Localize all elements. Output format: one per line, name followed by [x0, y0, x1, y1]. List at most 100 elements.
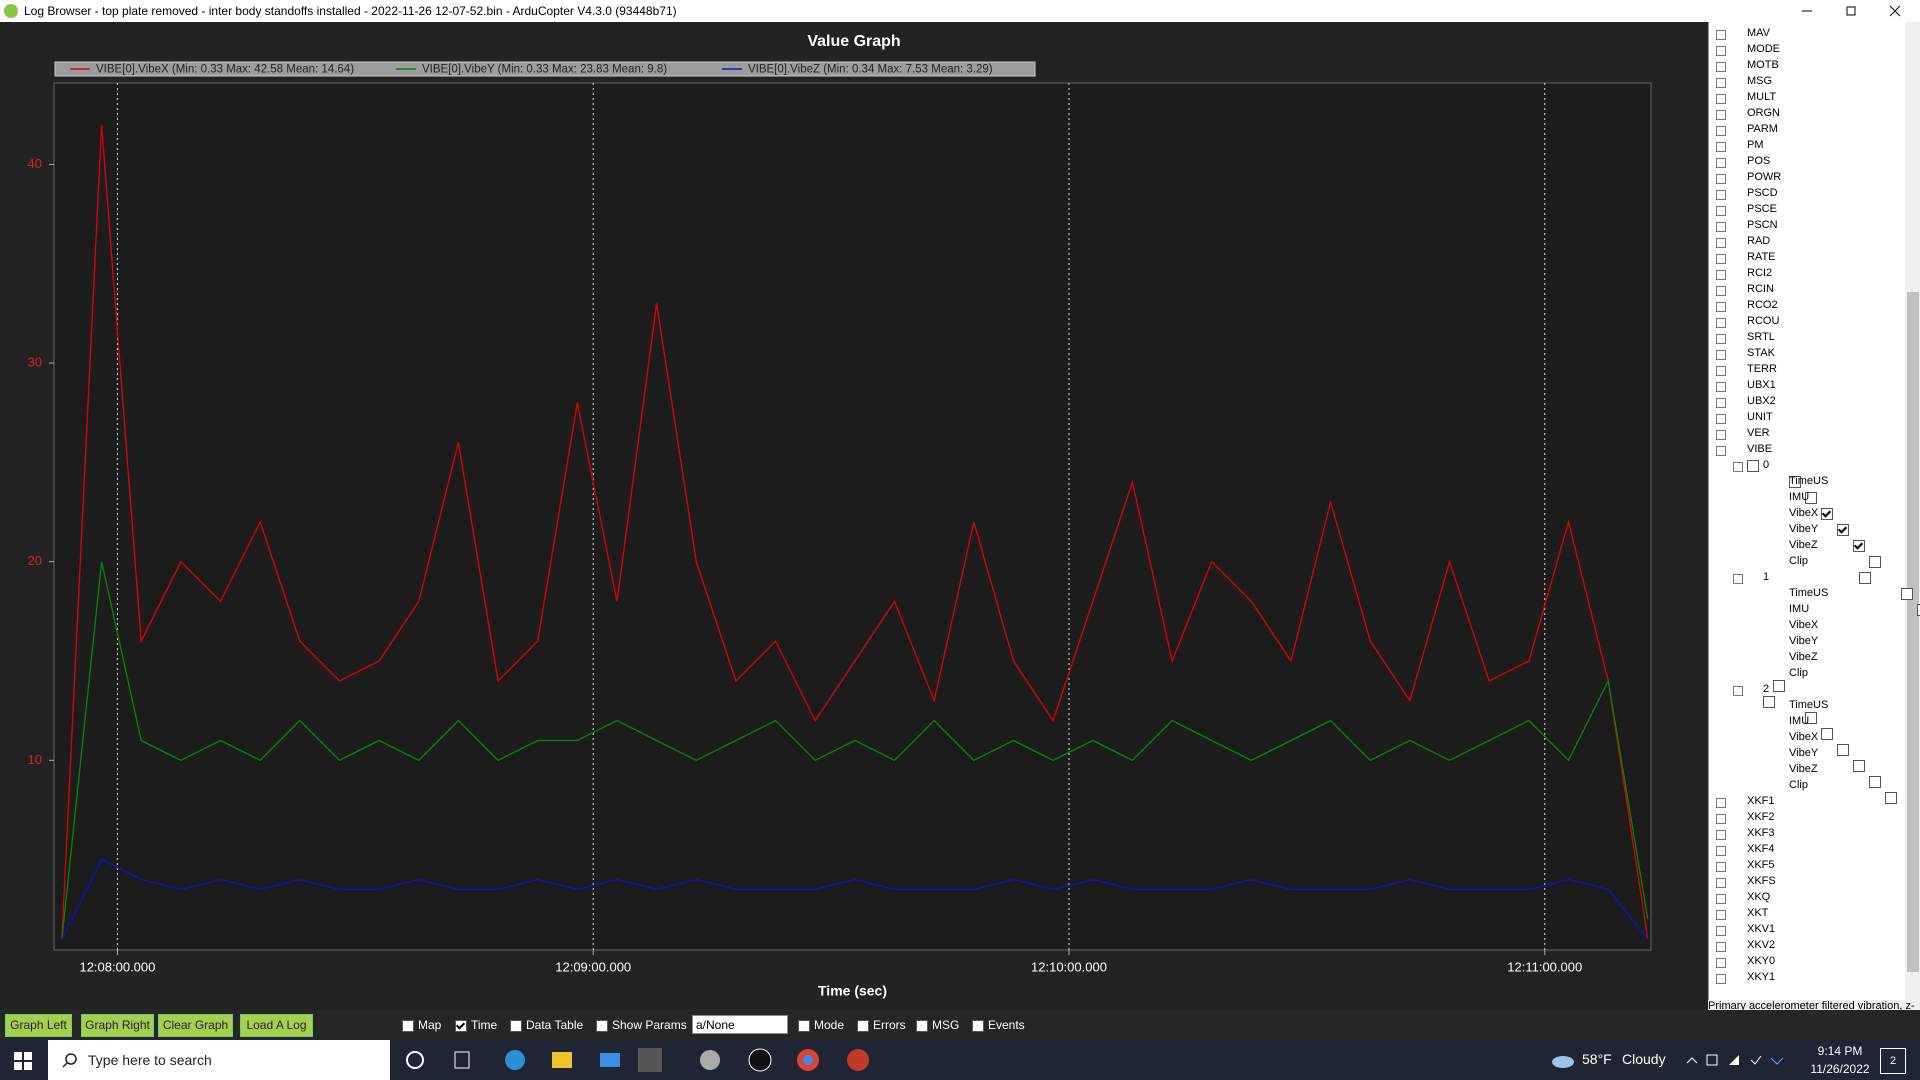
tree-label[interactable]: VibeY — [1789, 635, 1819, 647]
tree-label[interactable]: XKFS — [1747, 875, 1776, 887]
tree-label[interactable]: XKF3 — [1747, 827, 1775, 839]
tree-label[interactable]: IMU — [1789, 491, 1810, 503]
expander[interactable] — [1716, 798, 1726, 808]
tree-label[interactable]: TimeUS — [1789, 699, 1829, 711]
expander[interactable] — [1716, 366, 1726, 376]
tree-label[interactable]: VIBE — [1747, 443, 1773, 455]
option[interactable]: Data Table — [510, 1018, 583, 1032]
checkbox[interactable] — [1837, 524, 1849, 537]
tree-label[interactable]: XKY0 — [1747, 955, 1776, 967]
tree-label[interactable]: RCI2 — [1747, 267, 1773, 279]
button[interactable]: Graph Right — [81, 1014, 154, 1037]
expander[interactable] — [1733, 686, 1743, 696]
option[interactable]: Show Params — [596, 1018, 687, 1032]
tree-label[interactable]: XKV2 — [1747, 939, 1776, 951]
checkbox[interactable] — [1805, 492, 1817, 505]
expander[interactable] — [1733, 462, 1743, 472]
tree-label[interactable]: UBX1 — [1747, 379, 1776, 391]
expander[interactable] — [1716, 94, 1726, 104]
expander[interactable] — [1716, 190, 1726, 200]
tree-label[interactable]: UBX2 — [1747, 395, 1776, 407]
expander[interactable] — [1716, 414, 1726, 424]
tree-label[interactable]: MULT — [1747, 91, 1777, 103]
tree-label[interactable]: Clip — [1789, 667, 1808, 679]
expander[interactable] — [1716, 46, 1726, 56]
checkbox[interactable] — [1869, 776, 1881, 789]
expander[interactable] — [1716, 318, 1726, 328]
checkbox[interactable] — [1859, 572, 1871, 585]
dropdown[interactable]: a/None — [692, 1015, 788, 1034]
option[interactable]: Map — [402, 1018, 441, 1032]
tree-label[interactable]: SRTL — [1747, 331, 1775, 343]
expander[interactable] — [1716, 382, 1726, 392]
expander[interactable] — [1716, 398, 1726, 408]
expander[interactable] — [1716, 430, 1726, 440]
checkbox[interactable] — [1853, 540, 1865, 553]
tree-label[interactable]: XKY1 — [1747, 971, 1776, 983]
tree-label[interactable]: VibeZ — [1789, 539, 1818, 551]
expander[interactable] — [1716, 830, 1726, 840]
checkbox[interactable] — [1747, 460, 1759, 473]
checkbox[interactable] — [1805, 712, 1817, 725]
checkbox[interactable] — [1789, 476, 1801, 489]
expander[interactable] — [1716, 238, 1726, 248]
checkbox[interactable] — [1773, 680, 1785, 693]
expander[interactable] — [1716, 78, 1726, 88]
button[interactable]: Load A Log — [240, 1014, 313, 1037]
tree-label[interactable]: POWR — [1747, 171, 1782, 183]
checkbox[interactable] — [1869, 556, 1881, 569]
tree-label[interactable]: PSCD — [1747, 187, 1778, 199]
expander[interactable] — [1716, 926, 1726, 936]
tree-label[interactable]: VER — [1747, 427, 1770, 439]
tree-label[interactable]: XKF5 — [1747, 859, 1775, 871]
field-tree[interactable]: MAV MODE MOTB MSG MULT ORGN PARM PM POS POWR PSCD P… — [1708, 22, 1920, 1000]
tree-label[interactable]: XKF2 — [1747, 811, 1775, 823]
expander[interactable] — [1716, 30, 1726, 40]
tree-label[interactable]: MAV — [1747, 27, 1771, 39]
tree-label[interactable]: PARM — [1747, 123, 1778, 135]
option[interactable]: Events — [972, 1018, 1025, 1032]
tree-label[interactable]: MSG — [1747, 75, 1773, 87]
tree-label[interactable]: VibeY — [1789, 523, 1819, 535]
checkbox[interactable] — [1917, 604, 1920, 617]
tree-label[interactable]: PM — [1747, 139, 1764, 151]
checkbox[interactable] — [1837, 744, 1849, 757]
expander[interactable] — [1716, 222, 1726, 232]
start-button[interactable] — [14, 1052, 32, 1070]
expander[interactable] — [1716, 270, 1726, 280]
tree-label[interactable]: XKQ — [1747, 891, 1771, 903]
tree-label[interactable]: STAK — [1747, 347, 1775, 359]
expander[interactable] — [1716, 254, 1726, 264]
expander[interactable] — [1716, 910, 1726, 920]
expander[interactable] — [1716, 894, 1726, 904]
tree-label[interactable]: XKF1 — [1747, 795, 1775, 807]
option[interactable]: Errors — [857, 1018, 906, 1032]
notifications[interactable]: 2 — [1880, 1048, 1906, 1074]
tree-label[interactable]: RAD — [1747, 235, 1771, 247]
checkbox[interactable] — [1763, 696, 1775, 709]
expander[interactable] — [1716, 158, 1726, 168]
tray-icons[interactable] — [1685, 1050, 1785, 1070]
scrollbar[interactable] — [1905, 22, 1920, 1000]
tree-label[interactable]: VibeY — [1789, 747, 1819, 759]
expander[interactable] — [1716, 110, 1726, 120]
tree-label[interactable]: PSCN — [1747, 219, 1778, 231]
expander[interactable] — [1716, 862, 1726, 872]
expander[interactable] — [1716, 206, 1726, 216]
tree-label[interactable]: TERR — [1747, 363, 1777, 375]
expander[interactable] — [1716, 302, 1726, 312]
checkbox[interactable] — [1885, 792, 1897, 805]
expander[interactable] — [1733, 574, 1743, 584]
scroll-thumb[interactable] — [1907, 292, 1919, 972]
option[interactable]: Mode — [798, 1018, 844, 1032]
tree-label[interactable]: MODE — [1747, 43, 1780, 55]
search-box[interactable]: Type here to search — [48, 1040, 390, 1080]
tree-label[interactable]: VibeX — [1789, 619, 1819, 631]
tree-label[interactable]: IMU — [1789, 603, 1810, 615]
expander[interactable] — [1716, 142, 1726, 152]
tree-label[interactable]: 0 — [1763, 459, 1770, 471]
tree-label[interactable]: 2 — [1763, 683, 1770, 695]
checkbox[interactable] — [1853, 760, 1865, 773]
tree-label[interactable]: POS — [1747, 155, 1771, 167]
checkbox[interactable] — [1901, 588, 1913, 601]
